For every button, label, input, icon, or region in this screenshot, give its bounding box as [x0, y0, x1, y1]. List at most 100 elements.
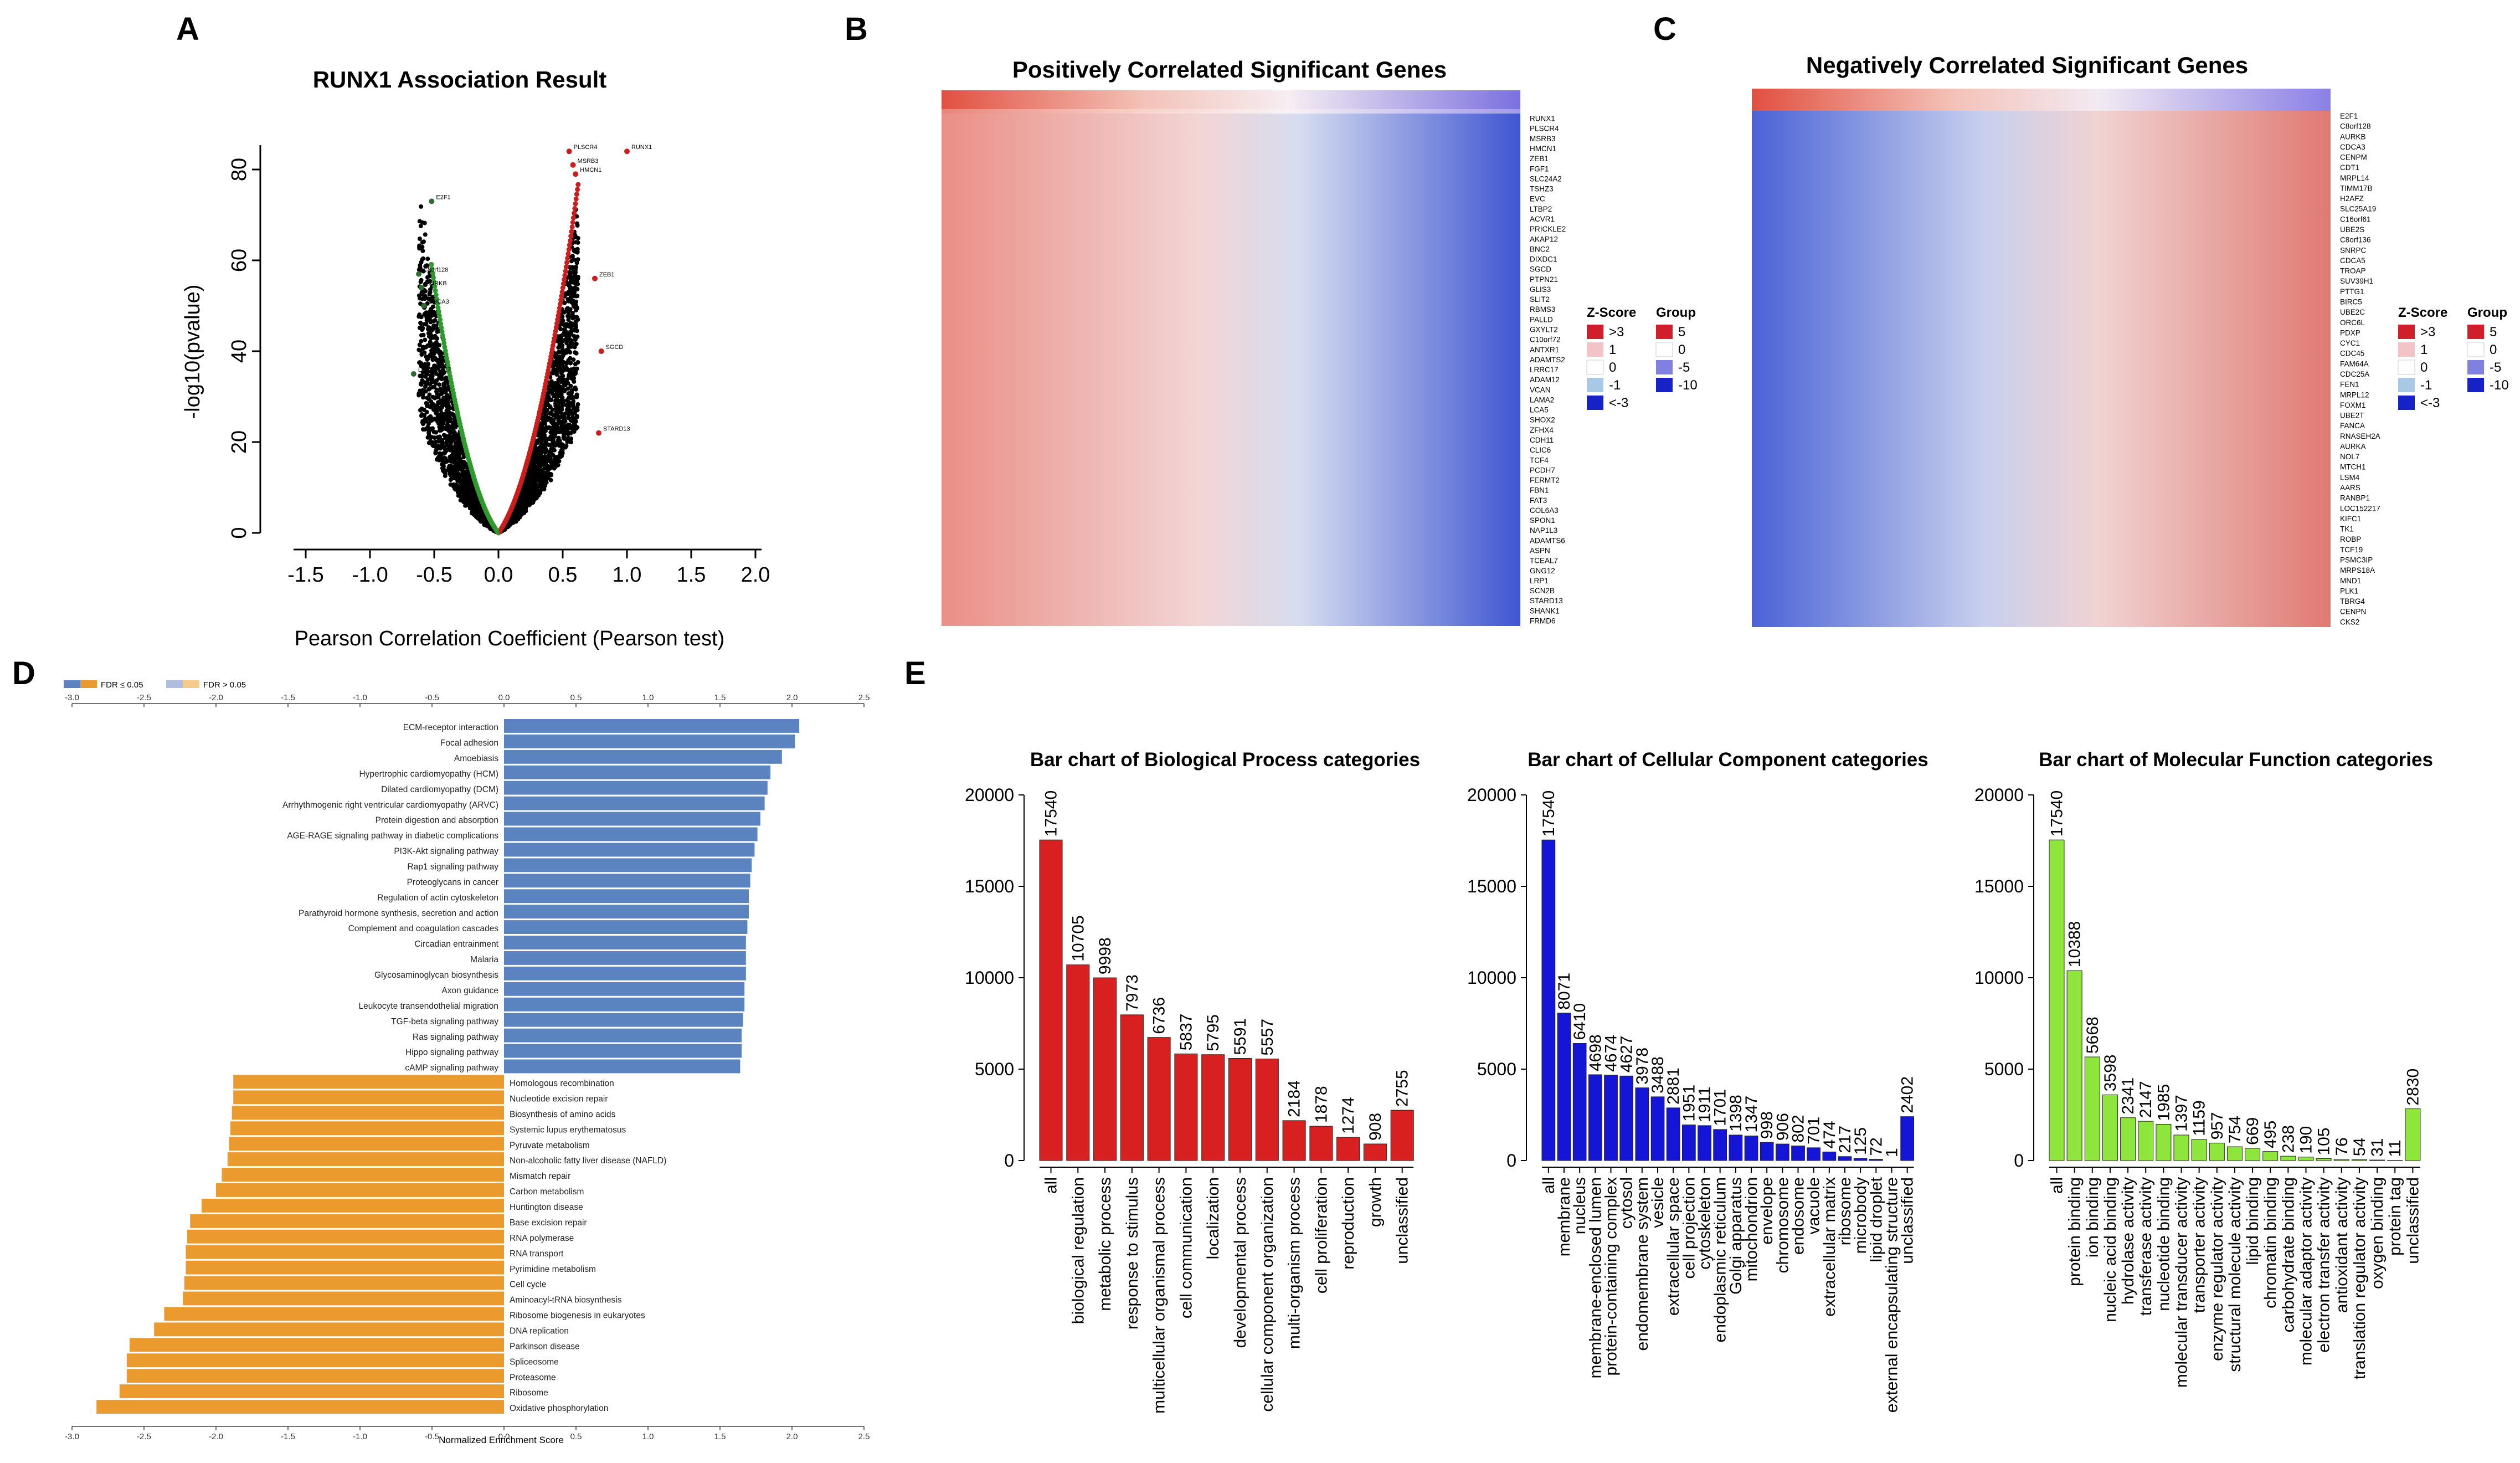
volcano-y-tick-label: 80 — [228, 158, 251, 181]
volcano-point — [568, 440, 573, 444]
volcano-point — [543, 428, 548, 433]
volcano-point — [560, 332, 565, 337]
volcano-point — [569, 376, 574, 381]
volcano-point — [425, 377, 430, 382]
volcano-point — [569, 367, 574, 372]
volcano-point — [553, 403, 558, 408]
volcano-title: RUNX1 Association Result — [313, 66, 607, 93]
volcano-point — [566, 314, 571, 319]
volcano-point — [433, 333, 438, 338]
volcano-point — [423, 384, 428, 389]
volcano-point-pos — [562, 273, 568, 278]
volcano-point — [440, 438, 445, 443]
volcano-point — [574, 415, 579, 420]
volcano-point — [428, 414, 433, 419]
volcano-point — [465, 500, 470, 505]
volcano-point-pos — [552, 336, 557, 341]
volcano-point — [566, 415, 571, 420]
volcano-point-pos — [573, 196, 579, 202]
volcano-point — [432, 363, 437, 368]
volcano-point — [557, 443, 562, 448]
volcano-point — [568, 356, 573, 361]
volcano-point-pos — [560, 285, 565, 291]
volcano-point — [438, 428, 442, 433]
volcano-point-neg — [431, 275, 436, 280]
volcano-point — [573, 337, 578, 342]
volcano-point — [568, 383, 573, 388]
volcano-point — [417, 237, 422, 241]
volcano-point — [433, 369, 438, 374]
volcano-point-pos — [567, 242, 572, 248]
volcano-point-neg — [435, 301, 440, 306]
heatmap-positive: Positively Correlated Significant Genes … — [942, 57, 1698, 626]
volcano-point — [450, 436, 455, 441]
volcano-point — [553, 415, 558, 420]
volcano-point-pos — [553, 325, 559, 330]
volcano-point — [439, 419, 444, 424]
volcano-point — [512, 513, 517, 518]
volcano-point — [438, 392, 443, 397]
volcano-point — [567, 401, 571, 405]
volcano-point — [536, 438, 540, 443]
volcano-point — [559, 359, 564, 364]
volcano-point — [422, 413, 427, 418]
volcano-point — [554, 359, 559, 364]
volcano-point — [443, 468, 448, 473]
volcano-point-label: E2F1 — [436, 194, 450, 201]
volcano-point-neg — [441, 337, 446, 342]
panel-label-c: C — [1653, 11, 1676, 47]
volcano-point — [434, 378, 439, 383]
volcano-point — [470, 511, 474, 516]
volcano-point — [566, 347, 570, 352]
volcano-point-neg — [430, 270, 435, 276]
volcano-point-pos — [573, 201, 578, 207]
volcano-point — [451, 482, 456, 487]
volcano-y-ticks: 0 20 40 60 80 — [228, 158, 260, 539]
volcano-point — [440, 364, 445, 369]
volcano-point — [474, 496, 479, 501]
volcano-point — [429, 374, 434, 379]
volcano-point — [426, 427, 430, 432]
volcano-point — [538, 469, 543, 474]
volcano-point-pos — [574, 192, 579, 197]
volcano-point — [546, 476, 551, 480]
volcano-point — [453, 433, 458, 438]
volcano-point — [557, 388, 562, 393]
volcano-point — [424, 317, 429, 322]
volcano-point — [433, 356, 438, 361]
volcano-point — [568, 361, 573, 366]
volcano-point — [554, 394, 559, 399]
group-bar-positive-2 — [942, 109, 1520, 115]
volcano-point — [441, 402, 446, 407]
volcano-point — [563, 325, 568, 330]
volcano-point — [575, 247, 580, 251]
volcano-point — [558, 414, 563, 419]
volcano-point — [572, 420, 577, 425]
volcano-point — [575, 281, 580, 286]
volcano-point-label: RUNX1 — [631, 144, 652, 151]
volcano-point — [526, 469, 531, 474]
volcano-point — [434, 444, 439, 449]
volcano-point — [574, 392, 579, 397]
volcano-plot: RUNX1 Association Result RUNX1 PLSCR4 MSRB… — [181, 66, 770, 650]
volcano-point — [560, 387, 565, 392]
volcano-point — [575, 240, 580, 245]
volcano-x-tick-label: 0.0 — [484, 563, 513, 587]
volcano-point — [553, 443, 558, 448]
volcano-point — [419, 325, 424, 330]
volcano-point-neg — [435, 305, 441, 310]
volcano-point — [421, 239, 426, 244]
volcano-point — [542, 487, 547, 492]
volcano-labeled-point — [421, 303, 427, 309]
volcano-point-pos — [572, 211, 577, 216]
volcano-point — [552, 384, 557, 389]
volcano-point — [555, 363, 560, 368]
volcano-point — [425, 381, 430, 386]
volcano-point — [428, 307, 433, 312]
volcano-point — [570, 265, 575, 270]
volcano-point — [420, 248, 425, 253]
volcano-point — [560, 320, 565, 325]
volcano-x-tick-label: 1.5 — [677, 563, 706, 587]
volcano-point-pos — [554, 321, 559, 326]
volcano-point-pos — [557, 305, 562, 311]
